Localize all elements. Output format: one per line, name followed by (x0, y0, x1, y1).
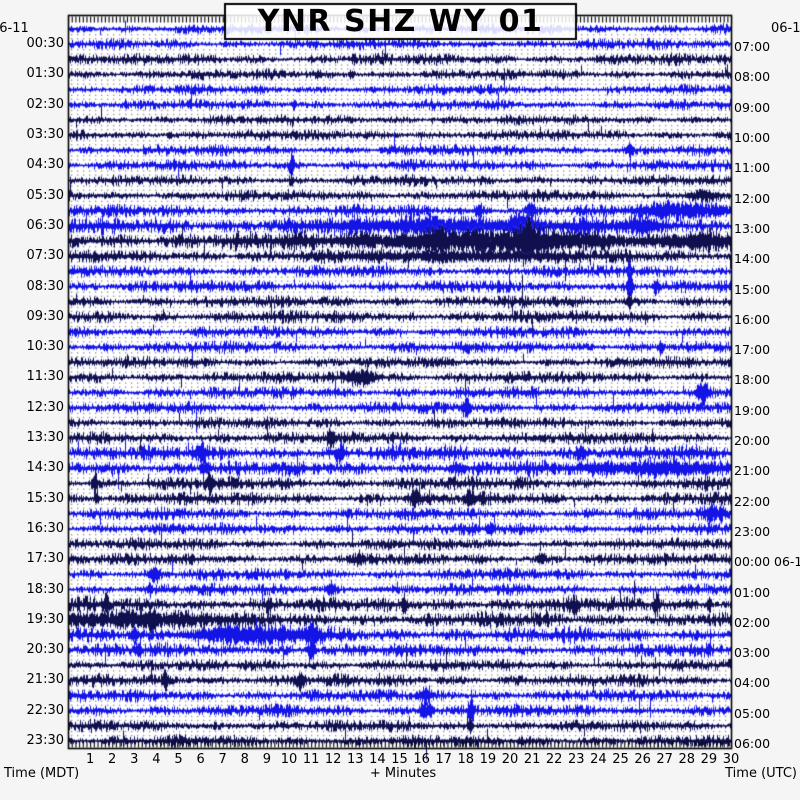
right-time-label: 06:00 (734, 736, 771, 751)
minute-tick-label: 15 (391, 752, 408, 767)
left-time-label: 03:30 (26, 127, 64, 143)
right-axis-title: Time (UTC) (725, 766, 797, 781)
minute-tick-label: 27 (656, 752, 673, 767)
right-time-label: 13:00 (734, 220, 771, 236)
right-time-label: 18:00 (734, 372, 771, 388)
left-time-label: 08:30 (26, 278, 64, 294)
left-time-label: 15:30 (26, 490, 64, 506)
station-title: YNR SHZ WY 01 (257, 4, 544, 39)
minute-tick-label: 7 (218, 752, 227, 767)
minute-tick-label: 19 (479, 752, 497, 767)
minute-tick-label: 18 (457, 752, 475, 767)
left-axis-title: Time (MDT) (4, 766, 80, 781)
minute-tick-label: 6 (196, 752, 205, 767)
minute-tick-label: 8 (240, 752, 249, 767)
left-time-label: 13:30 (26, 430, 64, 446)
right-time-label: 19:00 (734, 402, 771, 418)
minute-tick-label: 30 (722, 752, 740, 767)
minute-tick-label: 2 (108, 752, 117, 767)
left-time-label: 17:30 (26, 551, 64, 567)
left-time-label: 10:30 (26, 339, 64, 355)
right-time-label: 10:00 (734, 130, 771, 146)
right-time-label: 05:00 (734, 705, 771, 721)
minute-tick-label: 10 (280, 752, 298, 767)
right-time-label: 03:00 (734, 645, 771, 661)
right-time-label: 09:00 (734, 99, 771, 115)
right-time-label: 21:00 (734, 463, 771, 479)
minute-tick-label: 20 (501, 752, 519, 767)
right-time-label: 16:00 (734, 311, 771, 327)
left-time-label: 01:30 (26, 66, 64, 82)
minute-tick-label: 22 (545, 752, 563, 767)
left-time-label: 21:30 (26, 672, 64, 688)
right-time-label: 15:00 (734, 281, 771, 297)
minute-tick-label: 26 (634, 752, 651, 767)
minute-tick-label: 14 (369, 752, 386, 767)
left-time-label: 19:30 (26, 611, 64, 627)
left-time-label: 18:30 (26, 581, 64, 597)
minute-tick-label: 24 (590, 752, 607, 767)
minute-tick-label: 16 (413, 752, 430, 767)
minute-tick-label: 29 (700, 752, 718, 767)
left-time-label: 05:30 (26, 187, 64, 203)
left-time-label: 04:30 (26, 157, 64, 173)
minute-tick-label: 25 (612, 752, 629, 767)
minute-tick-label: 3 (130, 752, 139, 767)
right-time-label: 22:00 (734, 493, 771, 509)
right-time-label: 02:00 (734, 614, 771, 630)
right-time-label: 17:00 (734, 342, 771, 358)
minute-tick-label: 13 (347, 752, 364, 767)
minute-tick-label: 5 (174, 752, 183, 767)
minute-tick-label: 23 (568, 752, 585, 767)
right-time-label: 01:00 (734, 584, 771, 600)
right-time-label: 08:00 (734, 69, 771, 85)
left-time-label: 20:30 (26, 642, 64, 658)
left-time-label: 06:30 (26, 217, 64, 233)
left-time-label: 23:30 (26, 733, 64, 748)
right-time-label: 11:00 (734, 160, 771, 176)
left-time-label: 14:30 (26, 460, 64, 476)
right-time-label: 07:00 (734, 39, 771, 55)
left-time-label: 07:30 (26, 248, 64, 264)
minute-tick-label: 21 (523, 752, 541, 767)
minute-tick-label: 28 (678, 752, 696, 767)
minute-tick-label: 11 (302, 752, 320, 767)
minute-tick-label: 12 (324, 752, 342, 767)
left-time-label: 11:30 (26, 369, 64, 385)
right-time-label: 04:00 (734, 675, 771, 691)
date-label-right: 06-11 (771, 21, 800, 36)
left-time-label: 22:30 (26, 702, 64, 718)
right-time-label: 00:00 06-12 (734, 554, 800, 570)
right-time-label: 20:00 (734, 433, 771, 449)
left-time-label: 16:30 (26, 520, 64, 536)
bottom-axis-title: + Minutes (369, 766, 437, 781)
left-time-label: 09:30 (26, 308, 64, 324)
minute-tick-label: 9 (262, 752, 272, 767)
date-label-left: 06-11 (0, 21, 29, 36)
minute-tick-label: 17 (435, 752, 452, 767)
right-time-label: 23:00 (734, 523, 771, 539)
minute-tick-label: 4 (152, 752, 161, 767)
minute-tick-label: 1 (85, 752, 95, 767)
left-time-label: 00:30 (26, 36, 64, 52)
left-time-label: 02:30 (26, 96, 64, 112)
right-time-label: 12:00 (734, 190, 771, 206)
right-time-label: 14:00 (734, 251, 771, 267)
left-time-label: 12:30 (26, 399, 64, 415)
